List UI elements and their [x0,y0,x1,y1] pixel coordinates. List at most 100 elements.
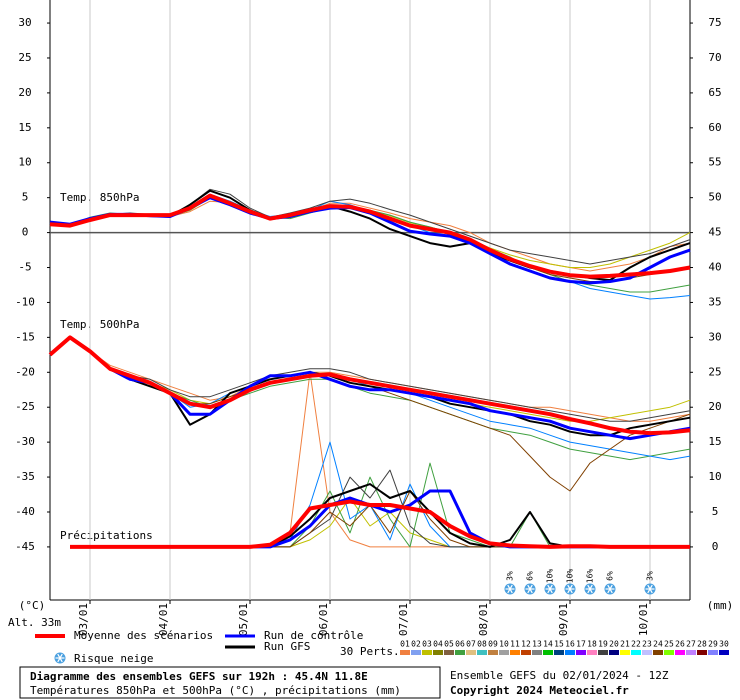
snow-icon [524,583,536,595]
snow-icon [544,583,556,595]
perturbation-swatch [642,650,652,655]
y2-tick-label: 15 [708,435,721,448]
y-tick-label: -40 [15,505,35,518]
perturbation-number: 29 [708,640,718,649]
snow-icon [504,583,516,595]
perturbation-number: 09 [488,640,498,649]
perturbation-number: 27 [686,640,696,649]
perturbation-swatch [565,650,575,655]
x-tick-label: 04/01 [157,603,170,636]
y-tick-label: 0 [22,226,29,239]
perturbation-number: 17 [576,640,586,649]
perturbation-swatch [466,650,476,655]
perturbation-swatch [686,650,696,655]
perturbation-swatch [653,650,663,655]
y-tick-label: 30 [18,16,31,29]
y-tick-label: -20 [15,365,35,378]
chart-title: Diagramme des ensembles GEFS sur 192h : … [30,670,368,683]
perturbation-number: 12 [521,640,531,649]
perturbation-number: 22 [631,640,641,649]
perturbation-swatch [477,650,487,655]
panel-label: Temp. 500hPa [60,318,139,331]
perturbation-number: 08 [477,640,487,649]
y2-tick-label: 10 [708,470,721,483]
snow-label: 10% [546,569,555,584]
snow-icon-ray [607,584,613,594]
perturbation-swatch [400,650,410,655]
chart-subtitle: Températures 850hPa et 500hPa (°C) , pré… [30,684,401,697]
perturbation-number: 23 [642,640,652,649]
x-tick-label: 07/01 [397,603,410,636]
snow-icon [54,652,66,664]
y2-tick-label: 70 [708,51,721,64]
run-info: Ensemble GEFS du 02/01/2024 - 12Z [450,669,669,682]
perturbation-swatch [422,650,432,655]
snow-icon [604,583,616,595]
perturbation-swatch [620,650,630,655]
snow-label: 3% [646,571,655,581]
perturbation-number: 02 [411,640,421,649]
perturbation-number: 21 [620,640,630,649]
y2-axis-label: (mm) [707,599,734,612]
snow-icon-ray [587,584,593,594]
panel-label: Temp. 850hPa [60,191,139,204]
y2-tick-label: 25 [708,365,721,378]
x-tick-label: 10/01 [637,603,650,636]
snow-label: 6% [606,571,615,581]
perturbation-number: 19 [598,640,608,649]
perturbation-swatch [444,650,454,655]
snow-icon [564,583,576,595]
perturbation-swatch [708,650,718,655]
series-line [49,336,691,437]
snow-icon [644,583,656,595]
perturbation-number: 24 [653,640,663,649]
y-tick-label: -45 [15,540,35,553]
y-tick-label: -25 [15,400,35,413]
y-axis-label: (°C) [19,599,46,612]
perturbation-swatch [488,650,498,655]
snow-icon-ray [527,584,533,594]
y2-tick-label: 40 [708,261,721,274]
perturbation-swatch [532,650,542,655]
perturbation-number: 07 [466,640,476,649]
y2-tick-label: 35 [708,295,721,308]
perturbation-swatch [433,650,443,655]
snow-label: 3% [506,571,515,581]
perturbation-number: 15 [554,640,564,649]
perturbation-legend-label: 30 Perts. [340,645,400,658]
perturbation-swatch [631,650,641,655]
perturbation-swatch [543,650,553,655]
perturbation-line [49,336,691,422]
x-tick-label: 08/01 [477,603,490,636]
perturbation-swatch [499,650,509,655]
perturbation-number: 10 [499,640,509,649]
perturbation-number: 30 [719,640,729,649]
perturbation-number: 13 [532,640,542,649]
perturbation-number: 11 [510,640,520,649]
perturbation-swatch [598,650,608,655]
perturbation-swatch [510,650,520,655]
perturbation-number: 03 [422,640,432,649]
y-tick-label: -10 [15,295,35,308]
perturbation-number: 25 [664,640,674,649]
y-tick-label: -30 [15,435,35,448]
snow-icon-ray [647,584,653,594]
y-tick-label: 20 [18,86,31,99]
snow-icon-ray [507,584,513,594]
perturbation-swatch [587,650,597,655]
panel-label: Précipitations [60,529,153,542]
y-tick-label: 25 [18,51,31,64]
snow-icon-ray [567,584,573,594]
legend-label: Moyenne des scénarios [74,629,213,642]
perturbation-number: 20 [609,640,619,649]
perturbation-swatch [554,650,564,655]
y2-tick-label: 45 [708,226,721,239]
y2-tick-label: 20 [708,400,721,413]
y-tick-label: -5 [18,261,31,274]
perturbation-number: 05 [444,640,454,649]
perturbation-number: 26 [675,640,685,649]
perturbation-number: 16 [565,640,575,649]
x-tick-label: 03/01 [77,603,90,636]
legend-label: Run GFS [264,640,310,653]
